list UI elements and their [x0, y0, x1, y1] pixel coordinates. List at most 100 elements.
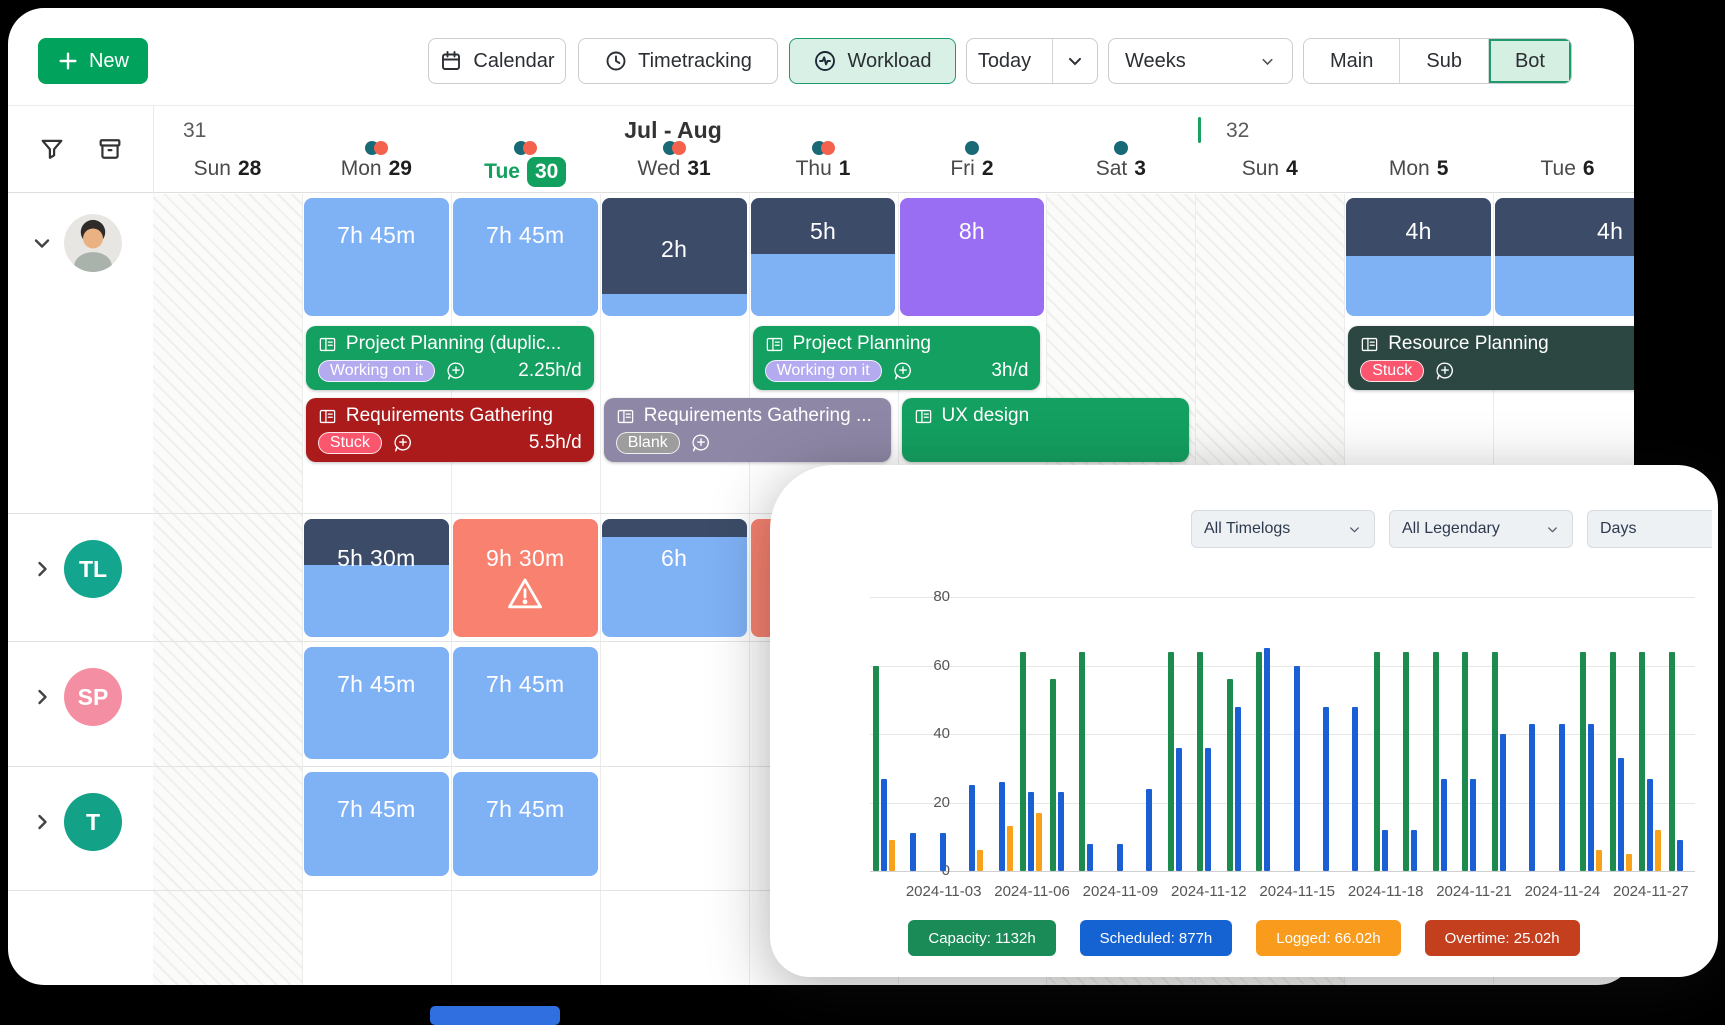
legend-button-scheduled[interactable]: Scheduled: 877h	[1079, 920, 1233, 956]
block-hours-label: 7h 45m	[337, 796, 416, 822]
segment-sub[interactable]: Sub	[1400, 39, 1489, 83]
bar-capacity	[1491, 651, 1498, 871]
workload-block[interactable]: 7h 45m	[303, 198, 449, 316]
workload-block[interactable]: 5h 30m	[303, 519, 449, 637]
task-card[interactable]: Project Planning (duplic... Working on it…	[305, 326, 594, 390]
bar-scheduled	[998, 781, 1005, 871]
block-hours-label: 4h	[1405, 218, 1432, 244]
week-number-right: 32	[1226, 119, 1250, 142]
task-card-title-row: Resource Planning	[1360, 333, 1634, 355]
toolbar-divider	[8, 105, 1634, 106]
day-label: Mon 29	[340, 157, 412, 180]
timescale-dropdown[interactable]: Weeks	[1108, 38, 1293, 84]
bottom-blue-strip	[430, 1006, 560, 1025]
bar-scheduled	[1499, 734, 1506, 871]
board-icon	[318, 335, 337, 354]
legend-button-overtime[interactable]: Overtime: 25.02h	[1424, 920, 1580, 956]
x-axis-tick: 2024-11-18	[1347, 883, 1424, 900]
filter-dropdown-all-timelogs[interactable]: All Timelogs	[1191, 510, 1375, 548]
workload-block[interactable]: 7h 45m	[303, 772, 449, 876]
timetracking-view-button[interactable]: Timetracking	[578, 38, 778, 84]
bar-capacity	[1373, 651, 1380, 871]
bar-scheduled	[1322, 706, 1329, 871]
bar-capacity	[1668, 651, 1675, 871]
item-scope-segmented-control: Main Sub Bot	[1303, 38, 1572, 84]
expand-chevron-icon[interactable]	[30, 557, 54, 581]
legend-button-capacity[interactable]: Capacity: 1132h	[908, 920, 1056, 956]
today-split-button[interactable]: Today	[966, 38, 1098, 84]
workload-block[interactable]: 6h	[601, 519, 747, 637]
workload-block[interactable]: 7h 45m	[452, 772, 598, 876]
bar-logged	[1655, 829, 1662, 871]
task-card[interactable]: Project Planning Working on it 3h/d	[752, 326, 1041, 390]
day-header-sun-28: Sun 28	[153, 139, 302, 191]
expand-chevron-icon[interactable]	[30, 685, 54, 709]
bar-capacity	[1609, 651, 1616, 871]
workload-button-label: Workload	[847, 49, 932, 72]
member-row-header: SP	[8, 659, 153, 735]
workload-block[interactable]: 8h	[899, 198, 1045, 316]
day-header-mon-5: Mon 5	[1344, 139, 1493, 191]
bar-capacity	[1079, 651, 1086, 871]
bar-scheduled	[1116, 843, 1123, 871]
task-card-title-row: Requirements Gathering	[318, 405, 582, 427]
column-divider	[450, 194, 452, 985]
week-divider-tick	[1198, 117, 1201, 143]
filter-dropdown-all-legendary[interactable]: All Legendary	[1389, 510, 1573, 548]
x-axis-tick: 2024-11-24	[1524, 883, 1601, 900]
segment-bot[interactable]: Bot	[1488, 39, 1571, 83]
task-title: Requirements Gathering	[345, 405, 553, 426]
bar-capacity	[1226, 679, 1233, 871]
calendar-view-button[interactable]: Calendar	[428, 38, 566, 84]
board-icon	[1360, 335, 1379, 354]
workload-block[interactable]: 7h 45m	[452, 647, 598, 759]
gridline-60	[870, 665, 1695, 667]
legend-button-logged[interactable]: Logged: 66.02h	[1256, 920, 1401, 956]
workload-block[interactable]: 7h 45m	[303, 647, 449, 759]
bar-scheduled	[939, 833, 946, 871]
avatar[interactable]: SP	[64, 668, 122, 726]
bar-capacity	[1256, 651, 1263, 871]
task-card[interactable]: Resource Planning Stuck	[1348, 326, 1634, 390]
archive-icon[interactable]	[96, 135, 124, 163]
avatar[interactable]: T	[64, 793, 122, 851]
today-button-label[interactable]: Today	[977, 49, 1032, 72]
avatar[interactable]	[64, 214, 122, 272]
task-card-title-row: Project Planning (duplic...	[318, 333, 582, 355]
avatar[interactable]: TL	[64, 540, 122, 598]
workload-block[interactable]: 4h	[1495, 198, 1634, 316]
add-update-icon	[392, 432, 414, 454]
member-row-header	[8, 205, 153, 281]
bar-logged	[889, 840, 895, 871]
new-button[interactable]: New	[38, 38, 148, 84]
task-card[interactable]: UX design	[901, 398, 1190, 462]
workload-block[interactable]: 7h 45m	[452, 198, 598, 316]
column-divider	[599, 194, 601, 985]
filter-icon[interactable]	[38, 135, 66, 163]
x-axis-tick: 2024-11-03	[905, 883, 982, 900]
filter-dropdown-days[interactable]: Days	[1587, 510, 1712, 548]
workload-block[interactable]: 2h	[601, 198, 747, 316]
bar-logged	[977, 850, 984, 871]
segment-main[interactable]: Main	[1304, 39, 1401, 83]
collapse-chevron-icon[interactable]	[30, 231, 54, 255]
workload-block[interactable]: 5h	[750, 198, 896, 316]
gridline-80	[870, 597, 1695, 598]
workload-block[interactable]: 9h 30m	[452, 519, 598, 637]
allocated-cap	[750, 198, 896, 254]
expand-chevron-icon[interactable]	[30, 810, 54, 834]
pulse-icon	[813, 49, 837, 73]
bar-scheduled	[1175, 747, 1182, 871]
x-axis-tick: 2024-11-21	[1436, 883, 1512, 900]
today-chevron-button[interactable]	[1052, 39, 1097, 83]
task-card-title-row: UX design	[914, 405, 1178, 427]
task-card[interactable]: Requirements Gathering ... Blank	[603, 398, 892, 462]
timetracking-button-label: Timetracking	[638, 49, 752, 72]
task-card[interactable]: Requirements Gathering Stuck 5.5h/d	[305, 398, 594, 462]
bar-scheduled	[1028, 792, 1035, 871]
bar-scheduled	[1588, 723, 1595, 871]
workload-view-button[interactable]: Workload	[789, 38, 956, 84]
month-range-label: Jul - Aug	[624, 117, 722, 143]
workload-block[interactable]: 4h	[1346, 198, 1492, 316]
block-hours-label: 4h	[1597, 218, 1624, 244]
